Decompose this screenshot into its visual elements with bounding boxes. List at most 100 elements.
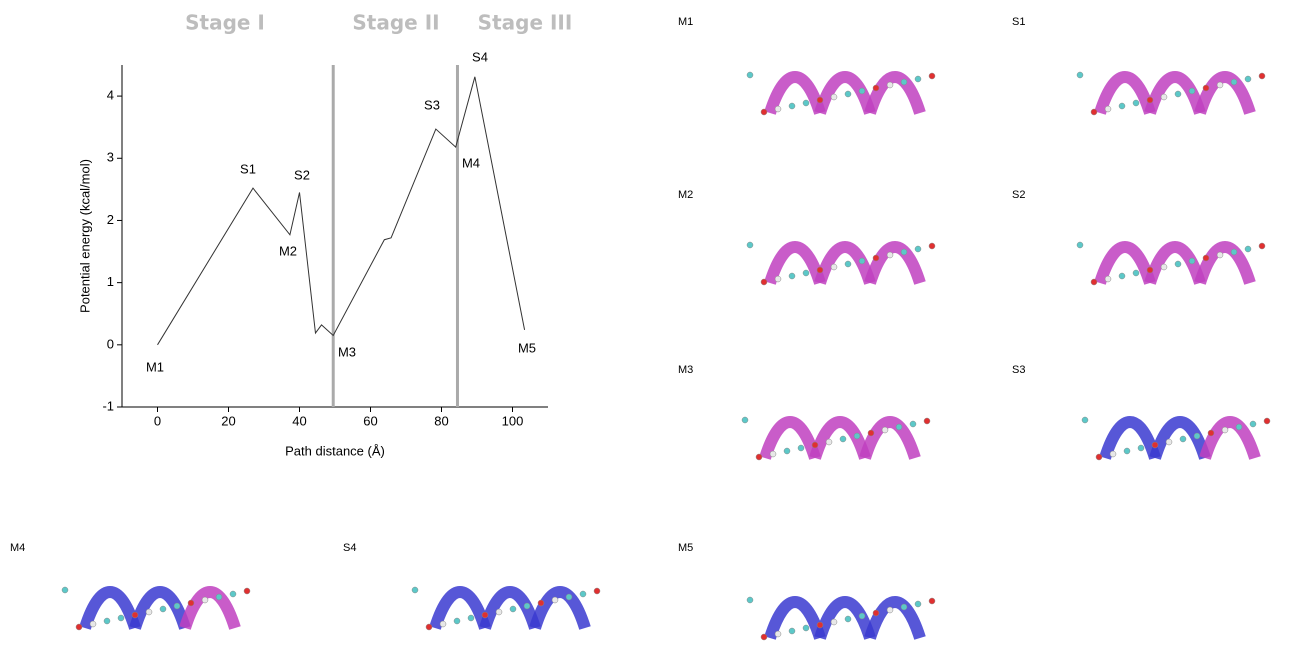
atom [75, 623, 83, 631]
atom [1165, 438, 1173, 446]
panel-label: S2 [1012, 189, 1025, 201]
panel-label: M1 [678, 16, 693, 28]
atom [1235, 423, 1243, 431]
helix-turn [1194, 71, 1256, 115]
atom [895, 423, 903, 431]
atom [802, 624, 810, 632]
atom [1151, 441, 1159, 449]
y-tick-label: 2 [107, 212, 114, 227]
atom [229, 590, 237, 598]
atom [1258, 242, 1266, 250]
atom [830, 93, 838, 101]
helix-turn [1199, 416, 1261, 460]
energy-line [157, 76, 526, 346]
stage-label: Stage I [185, 11, 265, 35]
atom [201, 596, 209, 604]
helix [1076, 241, 1266, 286]
helix-turn [809, 416, 871, 460]
atom [774, 105, 782, 113]
atom [1132, 269, 1140, 277]
atom [816, 96, 824, 104]
atom [858, 612, 866, 620]
atom [825, 438, 833, 446]
atom [914, 75, 922, 83]
atom [1132, 99, 1140, 107]
atom [1081, 416, 1089, 424]
atom [159, 605, 167, 613]
atom [844, 260, 852, 268]
atom [923, 417, 931, 425]
atom [774, 630, 782, 638]
y-tick-label: 4 [107, 88, 114, 103]
atom [61, 586, 69, 594]
atom [774, 275, 782, 283]
atom [900, 603, 908, 611]
atom [914, 245, 922, 253]
atom [495, 608, 503, 616]
helix-turn [814, 241, 876, 285]
atom [1104, 105, 1112, 113]
point-label: M2 [279, 243, 297, 258]
atom [1263, 417, 1271, 425]
helix [61, 586, 251, 631]
helix-turn [179, 586, 241, 630]
atom [411, 586, 419, 594]
atom [1221, 426, 1229, 434]
atom [1137, 444, 1145, 452]
helix-turn [864, 71, 926, 115]
helix-turn [1099, 416, 1161, 460]
atom [425, 623, 433, 631]
helix-turn [429, 586, 491, 630]
atom [760, 278, 768, 286]
atom [858, 257, 866, 265]
atom [769, 450, 777, 458]
atom [1202, 84, 1210, 92]
atom [914, 600, 922, 608]
atom [1076, 71, 1084, 79]
helix-turn [1094, 71, 1156, 115]
atom [858, 87, 866, 95]
atom [741, 416, 749, 424]
helix-turn [759, 416, 821, 460]
point-label: M1 [146, 359, 164, 374]
helix-turn [864, 241, 926, 285]
point-label: S3 [424, 97, 440, 112]
atom [886, 606, 894, 614]
atom [802, 269, 810, 277]
atom [783, 447, 791, 455]
panel-label: M3 [678, 364, 693, 376]
atom [467, 614, 475, 622]
atom [909, 420, 917, 428]
y-tick-label: -1 [102, 398, 114, 413]
x-tick-label: 60 [363, 413, 377, 428]
atom [1179, 435, 1187, 443]
atom [928, 597, 936, 605]
atom [1244, 75, 1252, 83]
atom [872, 254, 880, 262]
atom [1104, 275, 1112, 283]
atom [453, 617, 461, 625]
point-label: M5 [518, 340, 536, 355]
atom [928, 72, 936, 80]
atom [243, 587, 251, 595]
atom [1244, 245, 1252, 253]
atom [760, 633, 768, 641]
atom [830, 618, 838, 626]
helix-turn [1144, 241, 1206, 285]
atom [816, 621, 824, 629]
x-axis-label: Path distance (Å) [285, 443, 385, 458]
atom [839, 435, 847, 443]
y-axis-label: Potential energy (kcal/mol) [77, 159, 92, 313]
atom [755, 453, 763, 461]
atom [523, 602, 531, 610]
atom [872, 609, 880, 617]
helix-turn [1094, 241, 1156, 285]
atom [844, 90, 852, 98]
y-tick-label: 0 [107, 336, 114, 351]
helix [746, 241, 936, 286]
atom [867, 429, 875, 437]
atom [1118, 272, 1126, 280]
helix [741, 416, 931, 461]
atom [1174, 260, 1182, 268]
